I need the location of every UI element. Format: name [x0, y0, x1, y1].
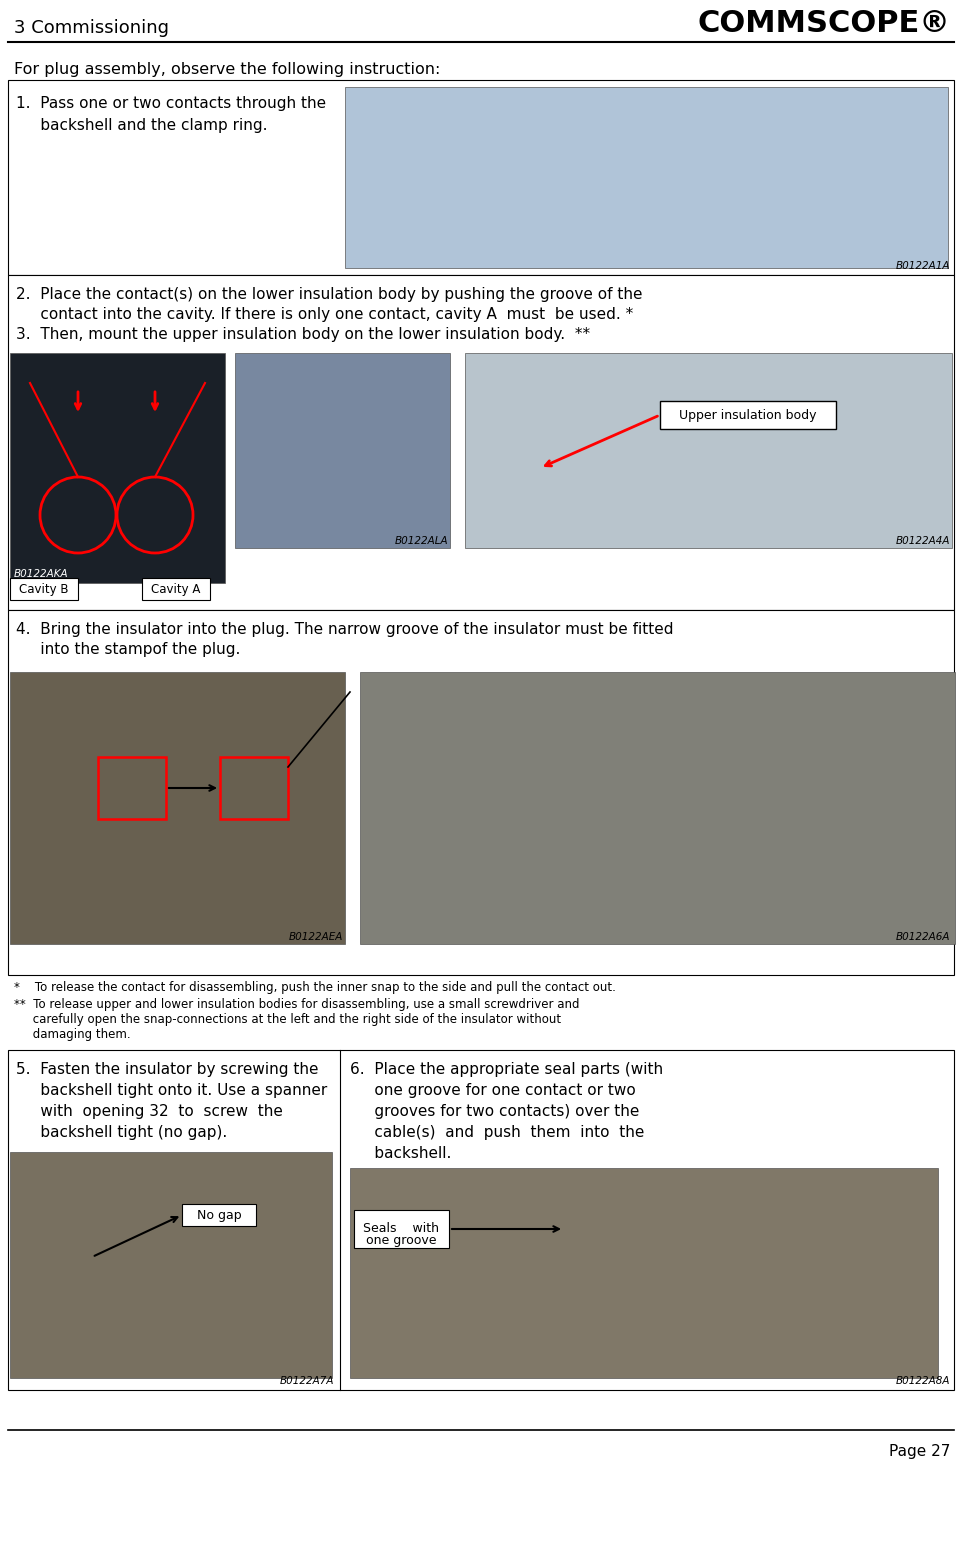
- Text: Page 27: Page 27: [888, 1444, 949, 1459]
- Bar: [10, 1152, 332, 1379]
- Text: grooves for two contacts) over the: grooves for two contacts) over the: [350, 1103, 639, 1119]
- Bar: [359, 671, 954, 944]
- Text: one groove for one contact or two: one groove for one contact or two: [350, 1083, 635, 1099]
- Bar: [350, 1167, 937, 1379]
- Bar: [98, 757, 166, 818]
- Text: into the stamp​of the plug.: into the stamp​of the plug.: [16, 642, 240, 657]
- Text: 6.  Place the appropriate seal parts (with: 6. Place the appropriate seal parts (wit…: [350, 1063, 662, 1077]
- Text: B0122A6A: B0122A6A: [895, 933, 949, 942]
- Bar: [659, 401, 835, 429]
- Bar: [182, 1203, 256, 1225]
- Text: B0122A7A: B0122A7A: [280, 1376, 333, 1387]
- Bar: [10, 577, 78, 599]
- Text: B0122A1A: B0122A1A: [895, 261, 949, 271]
- Text: COMMSCOPE®: COMMSCOPE®: [697, 9, 949, 39]
- Text: Seals    with: Seals with: [362, 1222, 438, 1235]
- Bar: [8, 80, 953, 275]
- Text: backshell and the clamp ring.: backshell and the clamp ring.: [16, 117, 267, 133]
- Text: 4.  Bring the insulator into the plug. The narrow groove of the insulator must b: 4. Bring the insulator into the plug. Th…: [16, 621, 673, 637]
- Bar: [8, 275, 953, 610]
- Text: one groove: one groove: [365, 1233, 435, 1247]
- Text: 3.  Then, mount the upper insulation body on the lower insulation body.  **: 3. Then, mount the upper insulation body…: [16, 327, 589, 343]
- Bar: [8, 610, 953, 975]
- Text: Upper insulation body: Upper insulation body: [678, 408, 816, 421]
- Text: backshell tight (no gap).: backshell tight (no gap).: [16, 1125, 227, 1139]
- Bar: [220, 757, 287, 818]
- Bar: [234, 354, 450, 548]
- Text: For plug assembly, observe the following instruction:: For plug assembly, observe the following…: [14, 63, 440, 77]
- Text: B0122AKA: B0122AKA: [14, 570, 68, 579]
- Text: cable(s)  and  push  them  into  the: cable(s) and push them into the: [350, 1125, 644, 1139]
- Bar: [354, 1210, 449, 1247]
- Bar: [10, 671, 345, 944]
- Text: 2.  Place the contact(s) on the lower insulation body by pushing the groove of t: 2. Place the contact(s) on the lower ins…: [16, 286, 642, 302]
- Text: Cavity B: Cavity B: [19, 582, 68, 596]
- Text: 5.  Fasten the insulator by screwing the: 5. Fasten the insulator by screwing the: [16, 1063, 318, 1077]
- Text: with  opening 32  to  screw  the: with opening 32 to screw the: [16, 1103, 283, 1119]
- Text: B0122ALA: B0122ALA: [394, 535, 448, 546]
- Text: B0122A8A: B0122A8A: [895, 1376, 949, 1387]
- Text: backshell.: backshell.: [350, 1146, 451, 1161]
- Text: contact into the cavity. If there is only one contact, cavity A  must  be used. : contact into the cavity. If there is onl…: [16, 307, 632, 322]
- Text: 3 Commissioning: 3 Commissioning: [14, 19, 169, 38]
- Bar: [464, 354, 951, 548]
- Text: carefully open the snap-connections at the left and the right side of the insula: carefully open the snap-connections at t…: [14, 1013, 560, 1027]
- Text: *    To release the contact for disassembling, push the inner snap to the side a: * To release the contact for disassembli…: [14, 981, 615, 994]
- Bar: [10, 354, 225, 584]
- Bar: [142, 577, 209, 599]
- Text: **  To release upper and lower insulation bodies for disassembling, use a small : ** To release upper and lower insulation…: [14, 998, 579, 1011]
- Text: No gap: No gap: [196, 1208, 241, 1222]
- Text: damaging them.: damaging them.: [14, 1028, 131, 1041]
- Bar: [345, 88, 947, 268]
- Text: backshell tight onto it. Use a spanner: backshell tight onto it. Use a spanner: [16, 1083, 327, 1099]
- Text: B0122A4A: B0122A4A: [895, 535, 949, 546]
- Text: B0122AEA: B0122AEA: [288, 933, 343, 942]
- Bar: [8, 1050, 953, 1390]
- Text: Cavity A: Cavity A: [151, 582, 201, 596]
- Text: 1.  Pass one or two contacts through the: 1. Pass one or two contacts through the: [16, 95, 326, 111]
